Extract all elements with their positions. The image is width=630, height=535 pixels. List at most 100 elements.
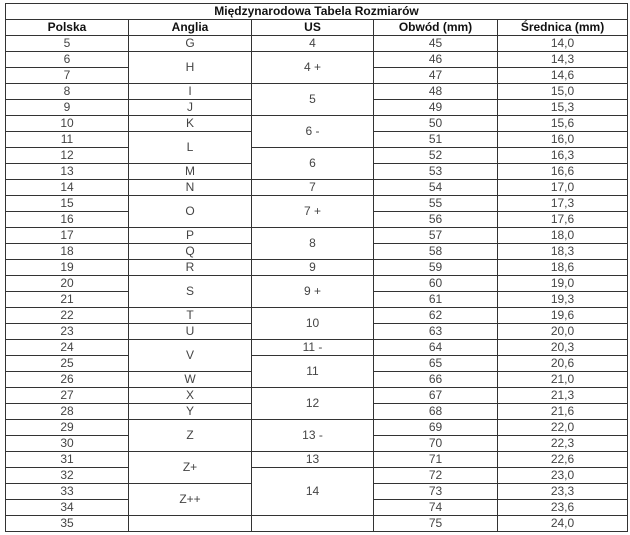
cell-us: 4 (251, 35, 374, 52)
table-row: 25 11 65 20,6 (5, 355, 629, 388)
cell-srednica: 21,6 (496, 403, 629, 420)
cell-us: 10 (251, 307, 374, 340)
cell-srednica: 18,3 (496, 243, 629, 260)
cell-anglia: O (128, 195, 252, 228)
cell-srednica: 14,6 (496, 67, 629, 84)
cell-srednica: 17,6 (496, 211, 629, 228)
cell-us: 6 (251, 147, 374, 180)
cell-obwod: 61 (373, 291, 498, 308)
cell-obwod: 50 (373, 115, 498, 132)
table-row: 20 S 9 +60 19,0 (5, 275, 629, 308)
cell-polska: 12 (5, 147, 129, 164)
cell-anglia: H (128, 51, 252, 84)
table-row: 27 X 12 67 21,3 (5, 387, 629, 420)
cell-polska: 5 (5, 35, 129, 52)
cell-anglia: L (128, 131, 252, 164)
cell-polska: 17 (5, 227, 129, 244)
cell-obwod: 65 (373, 355, 498, 372)
cell-polska: 7 (5, 67, 129, 84)
cell-us: 11 - (251, 339, 374, 356)
cell-srednica: 17,0 (496, 179, 629, 196)
cell-polska: 33 (5, 483, 129, 500)
cell-anglia: I (128, 83, 252, 100)
cell-us: 14 (251, 467, 374, 516)
cell-srednica: 22,0 (496, 419, 629, 436)
cell-obwod: 69 (373, 419, 498, 436)
cell-polska: 10 (5, 115, 129, 132)
cell-polska: 13 (5, 163, 129, 180)
cell-srednica: 15,6 (496, 115, 629, 132)
cell-obwod: 53 (373, 163, 498, 180)
cell-srednica: 20,6 (496, 355, 629, 372)
cell-obwod: 67 (373, 387, 498, 404)
table-row: 34 74 23,6 (5, 499, 629, 516)
cell-obwod: 49 (373, 99, 498, 116)
cell-srednica: 18,6 (496, 259, 629, 276)
table-row: 35 75 24,0 (5, 515, 629, 532)
table-row: 14 N 7 54 17,0 (5, 179, 629, 196)
cell-polska: 22 (5, 307, 129, 324)
cell-srednica: 20,3 (496, 339, 629, 356)
cell-polska: 31 (5, 451, 129, 468)
cell-us: 11 (251, 355, 374, 388)
cell-obwod: 66 (373, 371, 498, 388)
cell-anglia: N (128, 179, 252, 196)
cell-anglia: J (128, 99, 252, 116)
cell-us: 9 (251, 259, 374, 276)
table-row: 5 G 4 45 14,0 (5, 35, 629, 52)
cell-obwod: 48 (373, 83, 498, 100)
cell-polska: 32 (5, 467, 129, 484)
cell-anglia: Q (128, 243, 252, 260)
cell-srednica: 21,3 (496, 387, 629, 404)
cell-obwod: 56 (373, 211, 498, 228)
cell-polska: 23 (5, 323, 129, 340)
table-row: 32 14 72 23,0 (5, 467, 629, 516)
cell-obwod: 51 (373, 131, 498, 148)
table-row: 29 Z 13 -69 22,0 (5, 419, 629, 452)
cell-srednica: 19,3 (496, 291, 629, 308)
cell-anglia: W (128, 371, 252, 388)
table-row: 13 M 53 16,6 (5, 163, 629, 180)
cell-polska: 29 (5, 419, 129, 436)
cell-obwod: 72 (373, 467, 498, 484)
cell-anglia: Z++ (128, 483, 252, 516)
cell-polska: 9 (5, 99, 129, 116)
cell-anglia: G (128, 35, 252, 52)
cell-us: 12 (251, 387, 374, 420)
cell-polska: 19 (5, 259, 129, 276)
table-row: 8 I 5 48 15,0 (5, 83, 629, 116)
cell-anglia: T (128, 307, 252, 324)
cell-polska: 24 (5, 339, 129, 356)
cell-srednica: 15,0 (496, 83, 629, 100)
cell-polska: 6 (5, 51, 129, 68)
cell-obwod: 64 (373, 339, 498, 356)
cell-obwod: 71 (373, 451, 498, 468)
cell-anglia: M (128, 163, 252, 180)
cell-polska: 8 (5, 83, 129, 100)
cell-anglia: Y (128, 403, 252, 420)
cell-obwod: 60 (373, 275, 498, 292)
table-row: 30 70 22,3 (5, 435, 629, 452)
cell-obwod: 58 (373, 243, 498, 260)
cell-srednica: 16,0 (496, 131, 629, 148)
cell-anglia: S (128, 275, 252, 308)
cell-obwod: 59 (373, 259, 498, 276)
cell-obwod: 52 (373, 147, 498, 164)
cell-anglia: U (128, 323, 252, 340)
cell-anglia: X (128, 387, 252, 404)
table-row: 12 6 52 16,3 (5, 147, 629, 180)
cell-srednica: 23,3 (496, 483, 629, 500)
cell-anglia: R (128, 259, 252, 276)
cell-obwod: 46 (373, 51, 498, 68)
cell-obwod: 54 (373, 179, 498, 196)
header-us: US (251, 19, 374, 36)
cell-srednica: 14,3 (496, 51, 629, 68)
cell-us (251, 515, 374, 532)
cell-anglia: K (128, 115, 252, 132)
cell-srednica: 19,6 (496, 307, 629, 324)
cell-anglia: V (128, 339, 252, 372)
table-row: 17 P 8 57 18,0 (5, 227, 629, 260)
table-row: 19 R 9 59 18,6 (5, 259, 629, 276)
header-obwod: Obwód (mm) (373, 19, 498, 36)
cell-obwod: 63 (373, 323, 498, 340)
